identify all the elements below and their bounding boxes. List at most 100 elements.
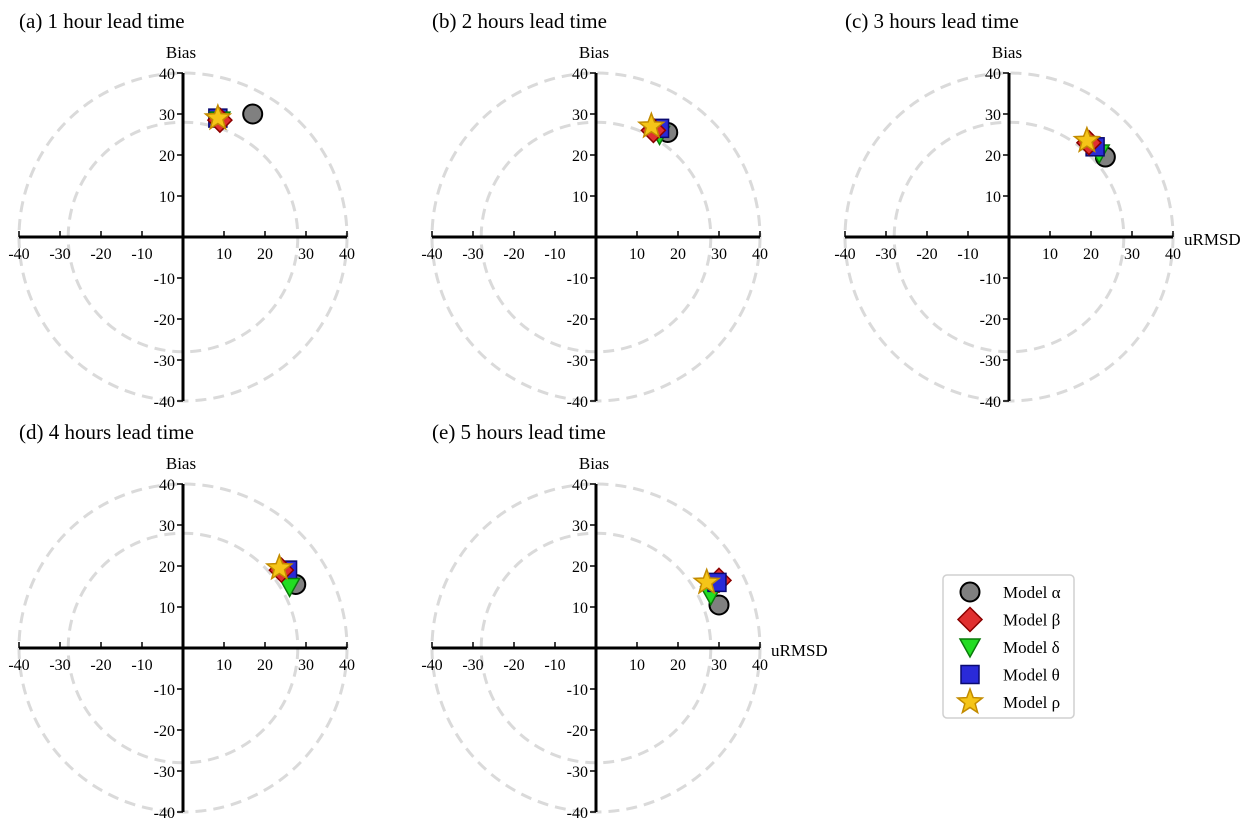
y-tick-label: 30 bbox=[985, 107, 1001, 124]
y-tick-label: 20 bbox=[159, 148, 175, 165]
x-tick-label: 20 bbox=[257, 657, 273, 674]
x-tick-label: 20 bbox=[670, 246, 686, 263]
legend: Model α Model β Model δ Model θ Model ρ bbox=[942, 574, 1075, 719]
y-tick-label: -40 bbox=[567, 805, 588, 822]
y-tick-label: -30 bbox=[567, 764, 588, 781]
y-tick-label: 20 bbox=[572, 148, 588, 165]
x-tick-label: -20 bbox=[503, 246, 524, 263]
x-tick-label: 20 bbox=[1083, 246, 1099, 263]
y-axis-label: Bias bbox=[579, 43, 609, 62]
data-point-model-α bbox=[242, 103, 264, 125]
legend-label: Model β bbox=[1003, 611, 1060, 630]
y-tick-label: 20 bbox=[159, 559, 175, 576]
x-tick-label: 30 bbox=[298, 246, 314, 263]
y-tick-label: -10 bbox=[154, 271, 175, 288]
x-tick-label: -30 bbox=[49, 246, 70, 263]
y-tick-label: 30 bbox=[159, 107, 175, 124]
y-tick-label: -30 bbox=[980, 353, 1001, 370]
y-tick-label: 40 bbox=[159, 66, 175, 83]
y-axis-label: Bias bbox=[166, 43, 196, 62]
x-tick-label: 10 bbox=[216, 246, 232, 263]
x-tick-label: 40 bbox=[339, 246, 355, 263]
x-tick-label: 40 bbox=[339, 657, 355, 674]
y-tick-label: -40 bbox=[154, 805, 175, 822]
panel-title: (a) 1 hour lead time bbox=[19, 9, 185, 33]
panel-title: (b) 2 hours lead time bbox=[432, 9, 607, 33]
x-tick-label: 10 bbox=[216, 657, 232, 674]
x-tick-label: 40 bbox=[752, 657, 768, 674]
y-tick-label: 10 bbox=[985, 189, 1001, 206]
x-axis-label: uRMSD bbox=[771, 641, 828, 660]
x-tick-label: 30 bbox=[711, 246, 727, 263]
panel-e: (e) 5 hours lead time -40 -40 -30 -30 -20 -20 -… bbox=[421, 420, 827, 822]
x-axis-label: uRMSD bbox=[1184, 230, 1241, 249]
x-tick-label: -20 bbox=[90, 246, 111, 263]
x-tick-label: 10 bbox=[1042, 246, 1058, 263]
y-tick-label: 40 bbox=[159, 477, 175, 494]
y-tick-label: 30 bbox=[159, 518, 175, 535]
panel-a: (a) 1 hour lead time -40 -40 -30 -30 -20 -20 -1… bbox=[8, 9, 355, 411]
y-tick-label: 20 bbox=[985, 148, 1001, 165]
y-tick-label: -10 bbox=[567, 682, 588, 699]
x-tick-label: -40 bbox=[8, 246, 29, 263]
panel-title: (d) 4 hours lead time bbox=[19, 420, 194, 444]
y-tick-label: -20 bbox=[567, 312, 588, 329]
legend-marker bbox=[956, 606, 984, 633]
data-point-model-ρ bbox=[264, 552, 294, 581]
y-tick-label: 40 bbox=[985, 66, 1001, 83]
y-tick-label: -30 bbox=[154, 353, 175, 370]
y-tick-label: -30 bbox=[154, 764, 175, 781]
y-tick-label: -10 bbox=[567, 271, 588, 288]
x-tick-label: -30 bbox=[49, 657, 70, 674]
x-tick-label: -20 bbox=[503, 657, 524, 674]
legend-marker bbox=[955, 686, 985, 715]
x-tick-label: 20 bbox=[670, 657, 686, 674]
x-tick-label: 30 bbox=[298, 657, 314, 674]
data-point-model-ρ bbox=[692, 567, 722, 595]
y-tick-label: 10 bbox=[159, 600, 175, 617]
x-tick-label: -40 bbox=[834, 246, 855, 263]
y-axis-label: Bias bbox=[992, 43, 1022, 62]
legend-marker bbox=[960, 664, 980, 685]
y-tick-label: -20 bbox=[980, 312, 1001, 329]
y-tick-label: 30 bbox=[572, 107, 588, 124]
y-tick-label: -40 bbox=[567, 394, 588, 411]
x-tick-label: -30 bbox=[875, 246, 896, 263]
y-tick-label: -10 bbox=[154, 682, 175, 699]
x-tick-label: 10 bbox=[629, 246, 645, 263]
data-point-model-ρ bbox=[203, 102, 233, 131]
x-tick-label: 10 bbox=[629, 657, 645, 674]
x-tick-label: 40 bbox=[1165, 246, 1181, 263]
x-tick-label: -10 bbox=[131, 246, 152, 263]
y-tick-label: 40 bbox=[572, 66, 588, 83]
y-tick-label: 10 bbox=[572, 600, 588, 617]
legend-label: Model α bbox=[1003, 583, 1061, 602]
panel-title: (c) 3 hours lead time bbox=[845, 9, 1019, 33]
y-tick-label: 40 bbox=[572, 477, 588, 494]
x-tick-label: 30 bbox=[1124, 246, 1140, 263]
legend-marker bbox=[958, 638, 982, 659]
x-tick-label: -10 bbox=[131, 657, 152, 674]
y-tick-label: -20 bbox=[567, 723, 588, 740]
y-tick-label: 30 bbox=[572, 518, 588, 535]
y-tick-label: -30 bbox=[567, 353, 588, 370]
x-tick-label: -40 bbox=[8, 657, 29, 674]
x-tick-label: 30 bbox=[711, 657, 727, 674]
y-tick-label: 10 bbox=[159, 189, 175, 206]
data-point-model-α bbox=[708, 594, 730, 616]
y-tick-label: -20 bbox=[154, 312, 175, 329]
y-axis-label: Bias bbox=[579, 454, 609, 473]
panel-title: (e) 5 hours lead time bbox=[432, 420, 606, 444]
data-point-model-ρ bbox=[636, 111, 666, 139]
legend-label: Model ρ bbox=[1003, 693, 1060, 712]
y-tick-label: -20 bbox=[154, 723, 175, 740]
x-tick-label: -40 bbox=[421, 246, 442, 263]
legend-label: Model δ bbox=[1003, 638, 1060, 657]
data-point-model-δ bbox=[278, 577, 301, 599]
y-tick-label: 10 bbox=[572, 189, 588, 206]
x-tick-label: -30 bbox=[462, 246, 483, 263]
x-tick-label: -40 bbox=[421, 657, 442, 674]
x-tick-label: -20 bbox=[916, 246, 937, 263]
x-tick-label: 20 bbox=[257, 246, 273, 263]
